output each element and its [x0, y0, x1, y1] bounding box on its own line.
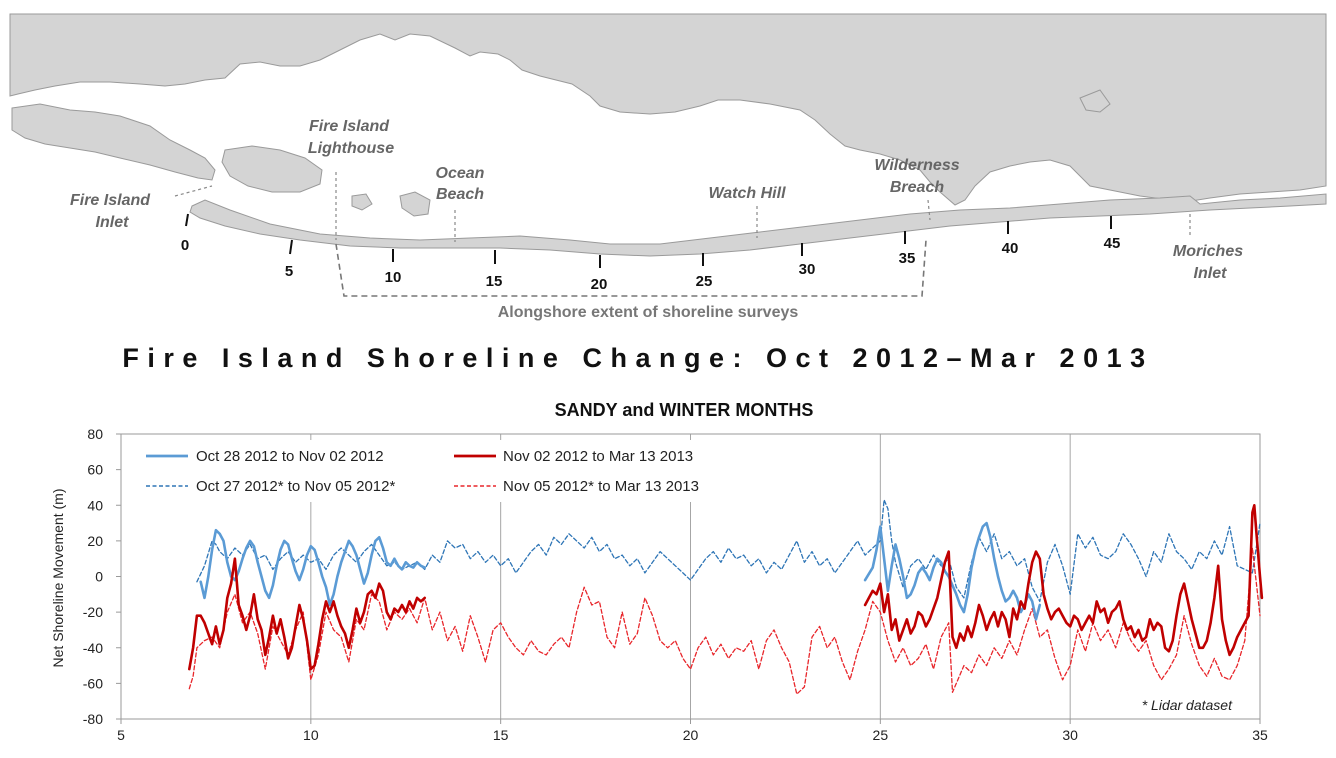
- legend-label-nov02-mar13: Nov 02 2012 to Mar 13 2013: [503, 448, 693, 465]
- x-tick-label: 15: [493, 727, 509, 743]
- legend-box: [128, 440, 718, 502]
- y-tick-label: -40: [83, 640, 103, 656]
- bay-island-small-3: [1079, 89, 1111, 113]
- legend-label-oct28-nov02: Oct 28 2012 to Nov 02 2012: [196, 448, 384, 465]
- series-oct28-nov02-line: [863, 521, 1042, 621]
- label-wilderness-breach-2: Breach: [890, 179, 944, 196]
- km-label: 45: [1104, 235, 1121, 252]
- chart-legend: Oct 28 2012 to Nov 02 2012 Oct 27 2012* …: [128, 440, 718, 502]
- label-ocean-beach-2: Beach: [436, 186, 484, 203]
- label-fire-island-inlet-1: Fire Island: [70, 192, 151, 209]
- y-tick-label: 40: [87, 497, 103, 513]
- x-tick-label: 10: [303, 727, 319, 743]
- km-label: 10: [385, 269, 402, 286]
- survey-extent-bracket: [335, 239, 927, 297]
- label-moriches-inlet-1: Moriches: [1173, 243, 1243, 260]
- bay-islands-west: [11, 103, 216, 181]
- bay-island-small-1: [399, 191, 431, 217]
- km-label: 15: [486, 273, 503, 290]
- x-tick-label: 35: [1252, 727, 1268, 743]
- km-ticks: [185, 213, 1112, 268]
- series-oct27-nov05-line: [196, 499, 1261, 603]
- y-tick-label: 20: [87, 533, 103, 549]
- x-tick-label: 25: [873, 727, 889, 743]
- km-label: 40: [1002, 240, 1019, 257]
- bay-islands-mid: [221, 145, 323, 193]
- fire-island-map: 0 5 10 15 20 25 30 35 40 45 Fire Island …: [0, 0, 1336, 340]
- y-axis-ticks: -80 -60 -40 -20 0 20 40 60 80: [83, 426, 121, 727]
- map-leaders: [174, 172, 1191, 242]
- y-tick-label: 0: [95, 569, 103, 585]
- series-nov02-mar13-line: [863, 503, 1264, 657]
- label-lighthouse-2: Lighthouse: [308, 140, 394, 157]
- km-label: 5: [285, 263, 293, 280]
- label-ocean-beach-1: Ocean: [436, 165, 485, 182]
- label-wilderness-breach-1: Wilderness: [874, 157, 959, 174]
- km-label: 0: [181, 237, 189, 254]
- series-layer: [188, 499, 1264, 695]
- x-tick-label: 20: [683, 727, 699, 743]
- series-oct28-nov02-line: [199, 528, 427, 607]
- series-nov05-mar13-line: [188, 547, 1261, 695]
- y-tick-label: 80: [87, 426, 103, 442]
- x-tick-label: 30: [1062, 727, 1078, 743]
- x-axis-ticks: 5 10 15 20 25 30 35: [117, 719, 1268, 743]
- label-moriches-inlet-2: Inlet: [1194, 265, 1228, 282]
- y-tick-label: -20: [83, 604, 103, 620]
- label-fire-island-inlet-2: Inlet: [96, 214, 130, 231]
- y-tick-label: 60: [87, 462, 103, 478]
- km-tick: [185, 213, 189, 227]
- y-tick-label: -80: [83, 711, 103, 727]
- series-nov02-mar13-line: [188, 557, 427, 671]
- barrier-island: [189, 193, 1327, 257]
- legend-label-oct27-nov05: Oct 27 2012* to Nov 05 2012*: [196, 478, 395, 495]
- km-label: 20: [591, 276, 608, 293]
- legend-label-nov05-mar13: Nov 05 2012* to Mar 13 2013: [503, 478, 699, 495]
- mainland: [9, 13, 1327, 206]
- km-tick: [289, 239, 293, 255]
- chart-title: SANDY and WINTER MONTHS: [555, 400, 814, 420]
- label-lighthouse-1: Fire Island: [309, 118, 390, 135]
- lidar-note: * Lidar dataset: [1142, 697, 1233, 713]
- survey-extent-label: Alongshore extent of shoreline surveys: [498, 304, 799, 321]
- km-label: 30: [799, 261, 816, 278]
- main-title: Fire Island Shoreline Change: Oct 2012–M…: [122, 343, 1153, 373]
- x-tick-label: 5: [117, 727, 125, 743]
- bay-island-small-2: [351, 193, 373, 211]
- km-label: 25: [696, 273, 713, 290]
- shoreline-chart: 5 10 15 20 25 30 35 -80 -60 -40 -20 0 20 40 60 80 Net …: [50, 426, 1268, 743]
- y-axis-label: Net Shoreline Movement (m): [50, 489, 66, 668]
- label-watch-hill: Watch Hill: [708, 185, 786, 202]
- km-label: 35: [899, 250, 916, 267]
- leader-fire-island-inlet: [174, 185, 213, 197]
- y-tick-label: -60: [83, 675, 103, 691]
